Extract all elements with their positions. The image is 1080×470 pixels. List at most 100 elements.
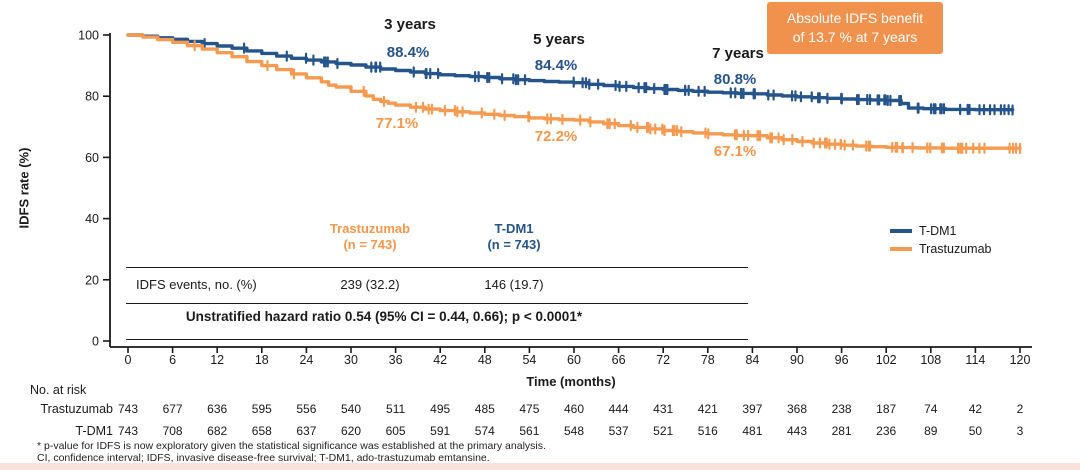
- events-table-header-trastuzumab: Trastuzumab (n = 743): [295, 221, 445, 253]
- at-risk-value: 548: [564, 424, 584, 438]
- annotation-3-years-label: 3 years: [384, 16, 436, 33]
- x-tick-label: 78: [701, 353, 715, 367]
- y-axis-title: IDFS rate (%): [16, 147, 32, 229]
- y-tick-label: 0: [92, 335, 99, 349]
- annotation-5-years-tdm1-pct: 84.4%: [534, 57, 578, 74]
- legend-label-tdm1: T-DM1: [919, 224, 957, 238]
- tdm1-line-swatch-icon: [890, 229, 912, 233]
- at-risk-value: 636: [207, 402, 227, 416]
- legend-label-trastuzumab: Trastuzumab: [919, 242, 992, 256]
- at-risk-value: 561: [519, 424, 539, 438]
- x-tick-label: 18: [255, 353, 269, 367]
- events-table-header-tdm1-n: (n = 743): [487, 237, 541, 252]
- at-risk-value: 431: [653, 402, 673, 416]
- at-risk-value: 540: [341, 402, 361, 416]
- bottom-accent-strip: [0, 463, 1080, 470]
- at-risk-value: 682: [207, 424, 227, 438]
- events-table-header-trastuzumab-n: (n = 743): [343, 237, 397, 252]
- x-tick-label: 0: [125, 353, 132, 367]
- at-risk-value: 574: [475, 424, 495, 438]
- at-risk-title: No. at risk: [30, 383, 87, 397]
- x-tick-label: 24: [299, 353, 313, 367]
- x-tick-label: 60: [567, 353, 581, 367]
- at-risk-value: 511: [386, 402, 405, 416]
- annotation-7-years-tdm1-pct: 80.8%: [713, 71, 757, 88]
- at-risk-value: 556: [296, 402, 316, 416]
- at-risk-value: 495: [430, 402, 450, 416]
- at-risk-value: 444: [609, 402, 629, 416]
- at-risk-value: 743: [118, 424, 138, 438]
- events-table-row-label: IDFS events, no. (%): [136, 277, 257, 292]
- x-tick-label: 36: [389, 353, 403, 367]
- at-risk-value: 743: [118, 402, 138, 416]
- at-risk-value: 187: [876, 402, 896, 416]
- trastuzumab-line-swatch-icon: [890, 247, 912, 251]
- at-risk-row-label-trastuzumab: Trastuzumab: [40, 402, 113, 416]
- at-risk-value: 595: [252, 402, 272, 416]
- annotation-5-years-trastuzumab-pct: 72.2%: [534, 128, 578, 145]
- at-risk-value: 42: [969, 402, 983, 416]
- x-tick-label: 108: [920, 353, 941, 367]
- x-tick-label: 96: [835, 353, 849, 367]
- events-table-header-tdm1-name: T-DM1: [494, 221, 534, 236]
- at-risk-value: 421: [698, 402, 718, 416]
- at-risk-value: 281: [832, 424, 852, 438]
- events-table-rule-bottom: [126, 339, 748, 340]
- at-risk-value: 485: [475, 402, 495, 416]
- events-table-value-tdm1: 146 (19.7): [484, 277, 544, 292]
- x-tick-label: 114: [965, 353, 985, 367]
- at-risk-value: 591: [430, 424, 450, 438]
- y-tick-label: 20: [85, 273, 99, 287]
- events-table-rule-middle: [126, 303, 748, 304]
- at-risk-value: 368: [787, 402, 807, 416]
- hazard-ratio-text: Unstratified hazard ratio 0.54 (95% CI =…: [185, 309, 583, 324]
- events-table-header-trastuzumab-name: Trastuzumab: [329, 221, 411, 236]
- annotation-7-years-label: 7 years: [712, 45, 764, 62]
- x-tick-label: 54: [522, 353, 536, 367]
- at-risk-value: 516: [698, 424, 718, 438]
- legend-item-trastuzumab: Trastuzumab: [890, 242, 991, 256]
- at-risk-value: 481: [742, 424, 762, 438]
- y-tick-label: 100: [78, 29, 99, 43]
- absolute-benefit-line1: Absolute IDFS benefit: [786, 10, 924, 26]
- at-risk-value: 74: [924, 402, 938, 416]
- y-tick-label: 80: [85, 90, 99, 104]
- at-risk-value: 89: [924, 424, 938, 438]
- x-tick-label: 12: [210, 353, 224, 367]
- x-tick-label: 48: [478, 353, 492, 367]
- at-risk-value: 677: [163, 402, 183, 416]
- absolute-benefit-callout: Absolute IDFS benefit of 13.7 % at 7 yea…: [767, 2, 943, 54]
- at-risk-value: 521: [653, 424, 673, 438]
- at-risk-value: 2: [1017, 402, 1024, 416]
- y-tick-label: 40: [85, 212, 99, 226]
- x-tick-label: 90: [790, 353, 804, 367]
- annotation-3-years-trastuzumab-pct: 77.1%: [375, 115, 419, 132]
- at-risk-value: 658: [252, 424, 272, 438]
- x-tick-label: 102: [876, 353, 897, 367]
- x-tick-label: 66: [612, 353, 626, 367]
- at-risk-value: 397: [742, 402, 762, 416]
- footnote-abbreviations: CI, confidence interval; IDFS, invasive …: [37, 452, 490, 464]
- at-risk-value: 236: [876, 424, 896, 438]
- events-table-header-tdm1: T-DM1 (n = 743): [439, 221, 589, 253]
- at-risk-value: 3: [1017, 424, 1024, 438]
- at-risk-value: 50: [969, 424, 983, 438]
- x-tick-label: 72: [656, 353, 670, 367]
- footnote-pvalue: * p-value for IDFS is now exploratory gi…: [37, 440, 546, 452]
- annotation-7-years-trastuzumab-pct: 67.1%: [713, 143, 757, 160]
- km-curve-trastuzumab: [126, 33, 1022, 151]
- events-table-rule-top: [126, 267, 748, 268]
- x-tick-label: 30: [344, 353, 358, 367]
- at-risk-value: 605: [386, 424, 406, 438]
- x-axis-title: Time (months): [526, 374, 616, 389]
- legend: T-DM1 Trastuzumab: [890, 224, 991, 260]
- x-tick-label: 84: [745, 353, 759, 367]
- at-risk-value: 238: [832, 402, 852, 416]
- at-risk-value: 460: [564, 402, 584, 416]
- x-tick-label: 120: [1010, 353, 1031, 367]
- x-tick-label: 6: [169, 353, 176, 367]
- at-risk-row-label-tdm1: T-DM1: [75, 424, 114, 438]
- absolute-benefit-line2: of 13.7 % at 7 years: [792, 29, 918, 45]
